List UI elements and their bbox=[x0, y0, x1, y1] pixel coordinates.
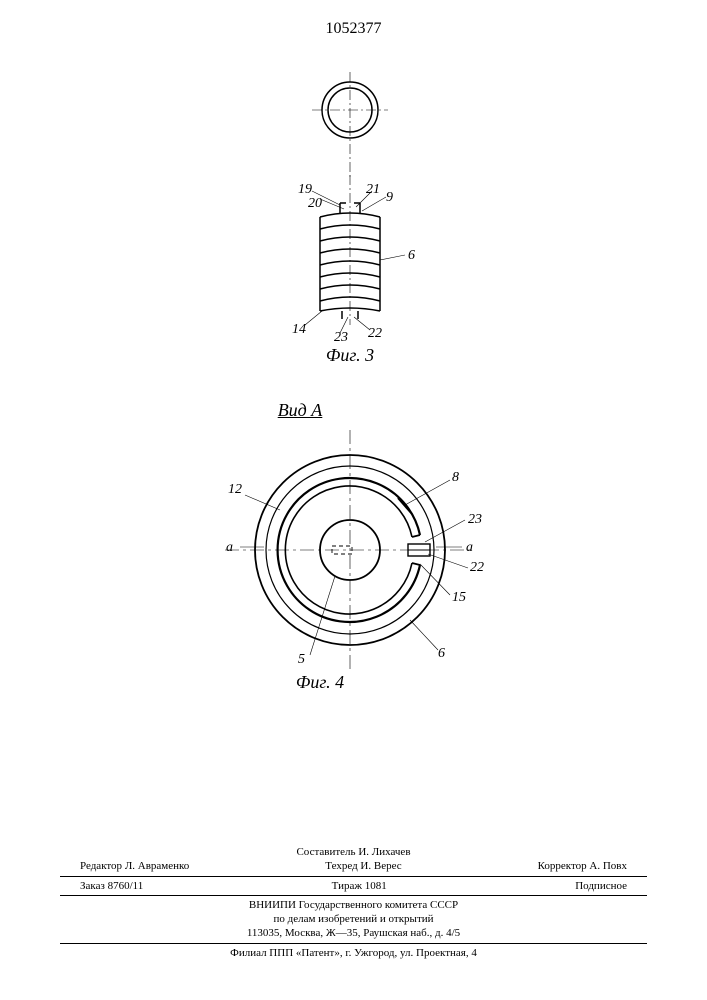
footer-org3: Филиал ППП «Патент», г. Ужгород, ул. Про… bbox=[0, 946, 707, 960]
ref-12: 12 bbox=[228, 482, 242, 498]
ref-8: 8 bbox=[452, 470, 459, 486]
page: 1052377 bbox=[0, 0, 707, 1000]
footer-org1: ВНИИПИ Государственного комитета СССР bbox=[0, 898, 707, 912]
figure-4: Вид A bbox=[170, 400, 530, 680]
footer-org2: по делам изобретений и открытий bbox=[0, 912, 707, 926]
footer-composer: Составитель И. Лихачев bbox=[0, 845, 707, 859]
ref-a2: a bbox=[466, 540, 473, 556]
footer-addr1: 113035, Москва, Ж—35, Раушская наб., д. … bbox=[0, 926, 707, 940]
ref-20: 20 bbox=[308, 196, 322, 212]
document-number: 1052377 bbox=[0, 20, 707, 38]
figure-3-label: Фиг. 3 bbox=[240, 345, 460, 366]
figure-4-label: Фиг. 4 bbox=[170, 672, 470, 693]
ref-23-b: 23 bbox=[468, 512, 482, 528]
figure-3-svg bbox=[240, 70, 460, 360]
footer-credits: Редактор Л. Авраменко Техред И. Верес Ко… bbox=[0, 859, 707, 873]
ref-9: 9 bbox=[386, 190, 393, 206]
view-a-label: Вид A bbox=[170, 400, 430, 421]
ref-14: 14 bbox=[292, 322, 306, 338]
ref-6-b: 6 bbox=[438, 646, 445, 662]
footer-order-line: Заказ 8760/11 Тираж 1081 Подписное bbox=[0, 879, 707, 893]
ref-23: 23 bbox=[334, 330, 348, 346]
ref-a1: a bbox=[226, 540, 233, 556]
figure-4-svg bbox=[170, 400, 530, 680]
ref-6: 6 bbox=[408, 248, 415, 264]
ref-22-b: 22 bbox=[470, 560, 484, 576]
ref-21: 21 bbox=[366, 182, 380, 198]
ref-22: 22 bbox=[368, 326, 382, 342]
footer: Составитель И. Лихачев Редактор Л. Аврам… bbox=[0, 845, 707, 960]
ref-15: 15 bbox=[452, 590, 466, 606]
ref-5: 5 bbox=[298, 652, 305, 668]
figure-3: 19 20 21 9 6 14 22 23 Фиг. 3 bbox=[240, 70, 460, 360]
